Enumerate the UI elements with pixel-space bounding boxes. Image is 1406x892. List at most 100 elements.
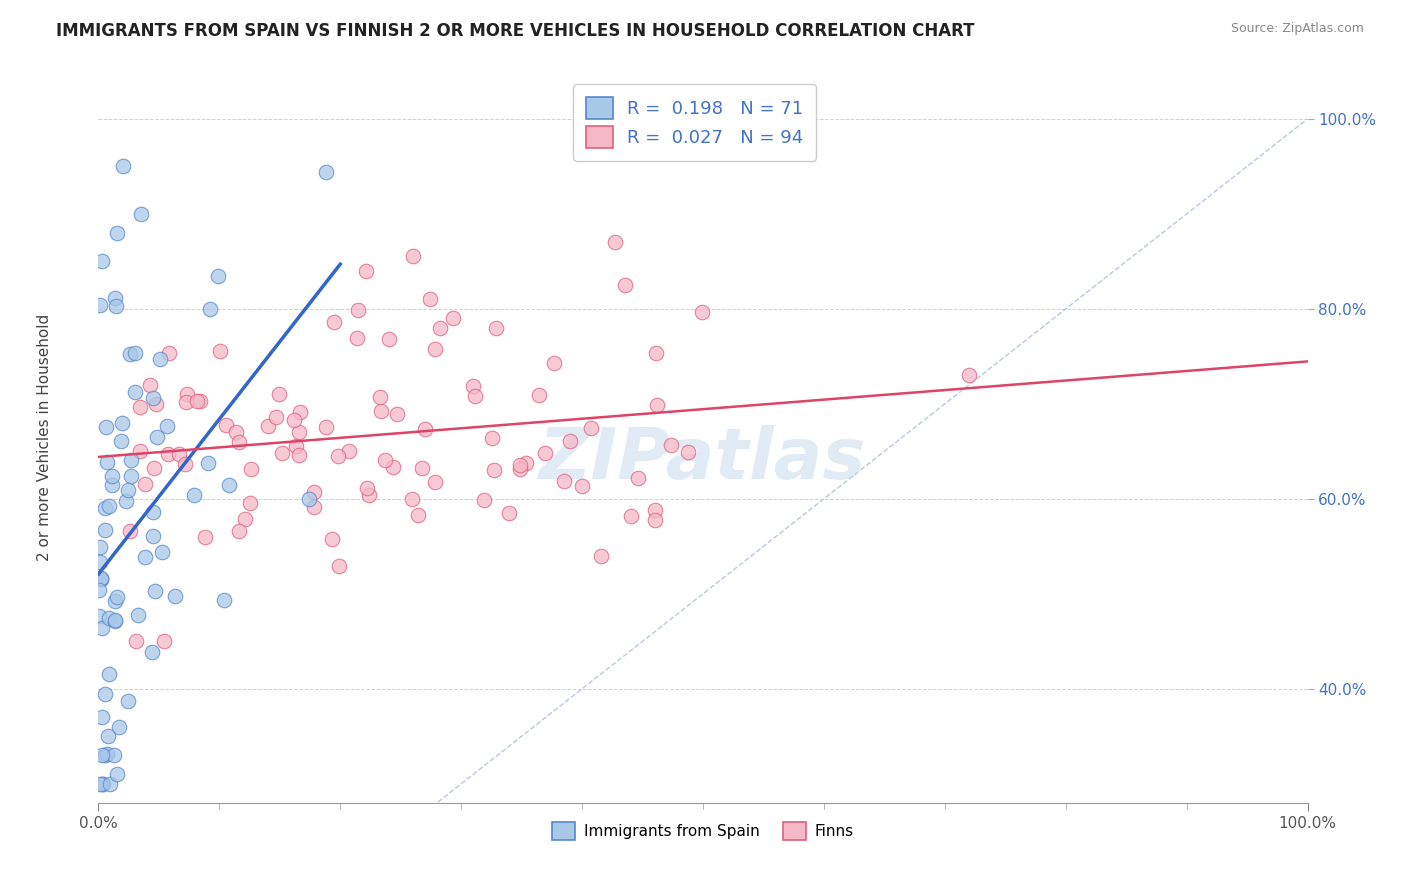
Point (411, 461, 433, 475)
Point (103, 747, 125, 762)
Point (515, 456, 537, 470)
Point (212, 593, 235, 607)
Point (347, 302, 370, 317)
Point (267, 387, 290, 401)
Point (141, 645, 163, 659)
Point (104, 593, 127, 607)
Point (104, 614, 127, 628)
Point (91, 621, 114, 635)
Legend: Immigrants from Spain, Finns: Immigrants from Spain, Finns (546, 815, 860, 847)
Point (208, 343, 231, 358)
Point (381, 459, 404, 474)
Point (129, 207, 152, 221)
Point (110, 434, 132, 448)
Point (527, 388, 550, 402)
Point (90, 572, 112, 586)
Point (142, 505, 165, 519)
Text: IMMIGRANTS FROM SPAIN VS FINNISH 2 OR MORE VEHICLES IN HOUSEHOLD CORRELATION CHA: IMMIGRANTS FROM SPAIN VS FINNISH 2 OR MO… (56, 22, 974, 40)
Point (374, 453, 396, 467)
Point (401, 249, 423, 263)
Point (283, 413, 305, 427)
Point (105, 590, 128, 604)
Point (423, 475, 446, 489)
Point (91, 777, 114, 791)
Point (150, 545, 173, 559)
Point (117, 483, 139, 497)
Point (534, 445, 557, 459)
Point (239, 496, 262, 510)
Point (644, 503, 666, 517)
Point (482, 463, 505, 477)
Point (97, 499, 120, 513)
Point (605, 235, 627, 250)
Point (678, 444, 700, 458)
Point (323, 315, 346, 329)
Point (228, 434, 250, 449)
Point (94, 687, 117, 701)
Point (97, 729, 120, 743)
Point (111, 417, 134, 431)
Point (346, 331, 368, 345)
Point (98, 777, 121, 791)
Text: ZIPatlas: ZIPatlas (540, 425, 866, 493)
Point (441, 310, 464, 325)
Point (120, 469, 142, 483)
Point (589, 549, 612, 563)
Point (111, 159, 134, 173)
Point (328, 559, 350, 574)
Point (207, 268, 229, 283)
Point (690, 305, 713, 319)
Point (215, 417, 238, 432)
Point (337, 444, 360, 458)
Point (117, 694, 139, 708)
Point (101, 477, 124, 491)
Point (105, 767, 128, 781)
Point (194, 530, 217, 544)
Point (543, 356, 565, 370)
Point (620, 508, 643, 523)
Point (125, 634, 148, 648)
Point (104, 614, 127, 628)
Point (156, 418, 179, 433)
Point (302, 485, 325, 500)
Point (93, 523, 115, 537)
Point (129, 401, 152, 415)
Point (157, 345, 180, 359)
Point (121, 453, 143, 467)
Point (378, 333, 401, 347)
Point (218, 478, 240, 492)
Point (89, 582, 111, 597)
Point (553, 474, 575, 488)
Point (321, 532, 343, 546)
Point (356, 481, 378, 495)
Point (118, 346, 141, 360)
Point (401, 491, 423, 506)
Point (645, 398, 668, 412)
Point (96, 455, 118, 469)
Point (90, 254, 112, 268)
Point (413, 422, 436, 436)
Point (153, 634, 176, 648)
Point (89, 298, 111, 312)
Point (419, 293, 441, 307)
Point (423, 342, 446, 356)
Point (146, 430, 169, 444)
Point (98, 611, 121, 625)
Point (134, 476, 156, 491)
Point (472, 493, 495, 508)
Point (233, 512, 256, 526)
Point (256, 418, 278, 433)
Point (264, 409, 287, 424)
Point (485, 321, 508, 335)
Point (143, 460, 166, 475)
Point (157, 447, 180, 461)
Point (87, 609, 110, 624)
Point (271, 445, 294, 459)
Point (94, 500, 117, 515)
Point (176, 387, 198, 401)
Point (138, 378, 160, 392)
Point (370, 404, 392, 418)
Point (359, 488, 381, 502)
Point (627, 471, 650, 485)
Point (509, 458, 531, 473)
